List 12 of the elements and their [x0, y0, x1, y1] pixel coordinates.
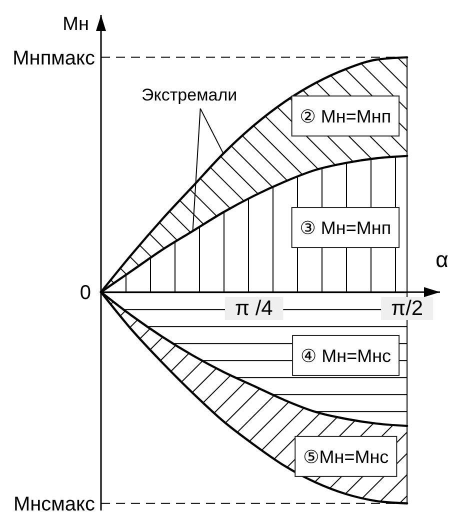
x-axis-title: α: [436, 247, 449, 272]
ref-line-label: Мнсмакс: [13, 493, 95, 515]
annotation: Экстремали: [142, 86, 238, 105]
annotation: 0: [80, 282, 91, 304]
y-axis-title: Мн: [62, 14, 89, 35]
series-label: ② Мн=Мнп: [300, 106, 392, 126]
text: ③ Мн=Мнп: [300, 218, 392, 238]
series-label: ⑤Мн=Мнс: [303, 446, 389, 467]
x-tick-label: π /4: [235, 297, 274, 320]
text: ④ Мн=Мнс: [300, 346, 392, 366]
ref-line-label: Мнпмакс: [12, 47, 95, 70]
x-tick-label: π/2: [391, 297, 424, 320]
